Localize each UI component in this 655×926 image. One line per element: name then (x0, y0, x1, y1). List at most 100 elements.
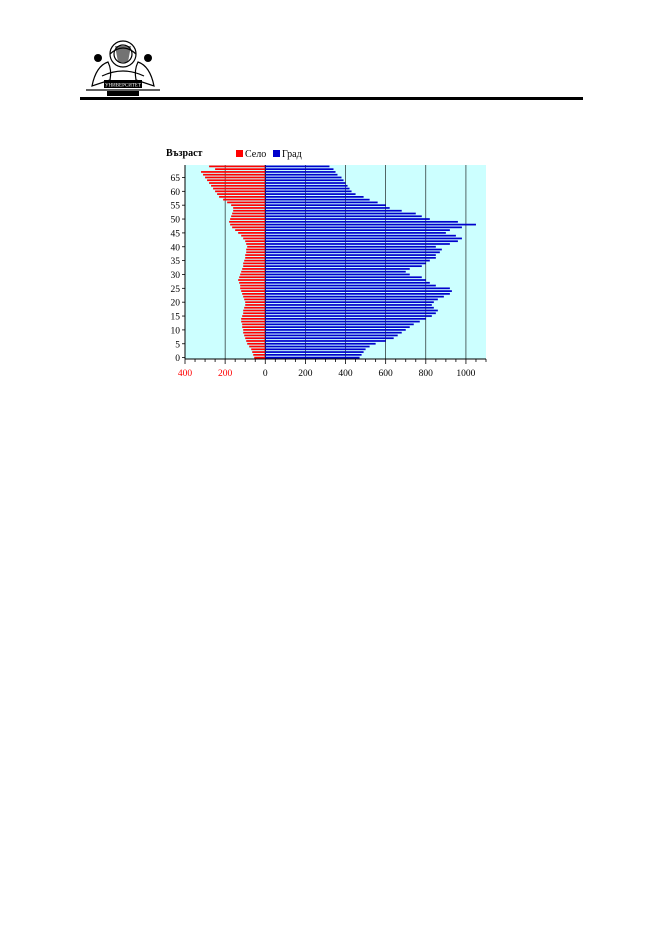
bar-village (252, 351, 266, 353)
bar-village (211, 184, 266, 187)
bar-city (265, 340, 386, 342)
legend-swatch-city (273, 150, 280, 157)
y-tick-label: 25 (171, 285, 181, 295)
bar-city (265, 265, 422, 268)
bar-village (240, 273, 266, 276)
bar-city (265, 320, 420, 323)
bar-city (265, 331, 402, 334)
bar-city (265, 193, 356, 195)
y-tick-label: 30 (171, 271, 181, 281)
y-tick-label: 15 (171, 313, 181, 323)
bar-village (203, 173, 266, 176)
bar-city (265, 165, 330, 168)
bar-village (230, 218, 266, 220)
bar-village (242, 315, 266, 317)
bar-village (213, 187, 266, 190)
bar-village (244, 298, 266, 301)
x-tick-label: 200 (298, 369, 313, 379)
bar-village (242, 326, 266, 328)
y-tick-label: 65 (171, 174, 181, 184)
y-tick-label: 50 (171, 216, 181, 226)
x-tick-label: 600 (379, 369, 394, 379)
bar-village (238, 279, 266, 281)
bar-city (265, 171, 336, 173)
population-pyramid-chart: 400 200 0 200 400 600 800 1000 0 5 10 15 20 25 30 35 40… (150, 140, 495, 390)
bar-city (265, 279, 426, 281)
x-tick-label: 400 (338, 369, 353, 379)
bar-city (265, 315, 432, 317)
bar-city (265, 270, 406, 273)
bar-village (239, 276, 266, 279)
bar-village (215, 190, 266, 193)
bar-city (265, 248, 442, 251)
bar-village (242, 268, 266, 270)
bar-city (265, 251, 440, 254)
bar-village (243, 237, 266, 240)
bar-village (244, 306, 266, 309)
bar-city (265, 184, 348, 187)
bar-city (265, 182, 346, 184)
bar-city (265, 220, 458, 223)
bar-village (219, 196, 266, 198)
bar-city (265, 254, 436, 256)
bar-village (242, 293, 266, 295)
bar-village (246, 243, 266, 245)
bar-city (265, 209, 402, 212)
bar-city (265, 176, 342, 179)
bar-village (223, 198, 266, 201)
bar-village (241, 270, 266, 273)
bar-village (238, 232, 266, 234)
bar-village (215, 168, 266, 171)
bar-city (265, 256, 436, 259)
bar-village (243, 331, 266, 334)
bar-city (265, 190, 352, 193)
y-tick-label: 5 (175, 340, 180, 350)
bar-city (265, 290, 452, 292)
bar-city (265, 245, 436, 248)
bar-city (265, 351, 364, 353)
header-rule (80, 97, 583, 100)
bar-village (239, 281, 266, 284)
x-tick-label: 800 (419, 369, 434, 379)
bar-city (265, 207, 390, 209)
bar-city (265, 268, 410, 270)
bar-village (217, 193, 266, 195)
bar-city (265, 229, 450, 231)
bar-city (265, 243, 450, 245)
series-village-bars (201, 165, 266, 359)
bar-city (265, 342, 376, 345)
bar-city (265, 298, 438, 301)
bar-city (265, 204, 386, 207)
bar-village (231, 215, 266, 218)
logo-text: УНИВЕРСИТЕТ (105, 84, 141, 89)
bar-village (209, 182, 266, 184)
bar-village (245, 254, 266, 256)
bar-village (245, 337, 266, 340)
bar-city (265, 212, 416, 215)
bar-city (265, 345, 370, 348)
bar-city (265, 218, 430, 220)
bar-village (245, 240, 266, 243)
bar-village (246, 340, 266, 342)
bar-city (265, 301, 434, 304)
bar-village (246, 251, 266, 254)
legend-label-city: Град (282, 149, 302, 160)
bar-village (243, 309, 266, 312)
bar-village (205, 176, 266, 179)
bar-village (241, 234, 266, 237)
bar-city (265, 223, 476, 226)
bar-village (244, 334, 266, 337)
y-tick-label: 10 (171, 326, 181, 336)
bar-city (265, 276, 422, 279)
bar-city (265, 309, 438, 312)
bar-city (265, 312, 436, 315)
y-tick-label: 40 (171, 243, 181, 253)
bar-city (265, 304, 432, 306)
y-tick-label: 35 (171, 257, 181, 267)
bar-village (241, 290, 266, 292)
legend-label-village: Село (245, 149, 266, 160)
bar-village (253, 353, 266, 356)
university-emblem-icon: УНИВЕРСИТЕТ (82, 36, 164, 98)
bar-village (241, 317, 266, 320)
bar-village (244, 259, 266, 262)
